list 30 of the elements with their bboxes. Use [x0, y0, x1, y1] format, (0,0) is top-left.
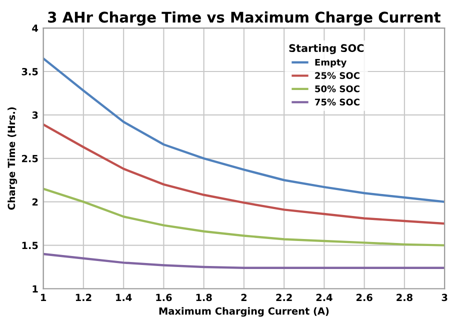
y-axis-title: Charge Time (Hrs.): [8, 107, 18, 210]
line-series: [43, 123, 445, 225]
legend-label: 50% SOC: [315, 85, 360, 92]
chart-title: 3 AHr Charge Time vs Maximum Charge Current: [48, 11, 440, 26]
x-tick-label: 2: [241, 294, 246, 301]
x-tick-label: 1.6: [156, 294, 172, 302]
x-tick-label: 2.2: [276, 294, 292, 301]
line-series: [43, 188, 445, 246]
x-tick-label: 1.8: [196, 294, 212, 302]
x-tick-label: 2.6: [356, 294, 372, 302]
y-tick-label: 4: [32, 24, 38, 32]
y-tick-label: 3: [32, 111, 38, 119]
y-tick-label: 3.5: [22, 68, 38, 76]
legend-label: 25% SOC: [315, 72, 360, 79]
y-tick-label: 2: [32, 198, 38, 206]
x-tick-label: 2.8: [396, 294, 412, 302]
y-tick-label: 1.5: [22, 242, 38, 250]
x-tick-label: 1: [41, 294, 46, 301]
legend-label: 75% SOC: [315, 98, 360, 106]
y-tick-label: 1: [32, 285, 38, 292]
x-axis-title: Maximum Charging Current (A): [159, 307, 329, 317]
x-tick-label: 1.2: [76, 294, 92, 301]
y-tick-label: 2.5: [22, 154, 38, 162]
line-series: [43, 57, 445, 203]
x-tick-label: 2.4: [316, 294, 332, 301]
line-series: [43, 252, 445, 270]
x-tick-label: 3: [442, 294, 448, 302]
legend-title: Starting SOC: [289, 44, 364, 54]
legend-label: Empty: [315, 58, 347, 68]
x-tick-label: 1.4: [116, 294, 132, 301]
